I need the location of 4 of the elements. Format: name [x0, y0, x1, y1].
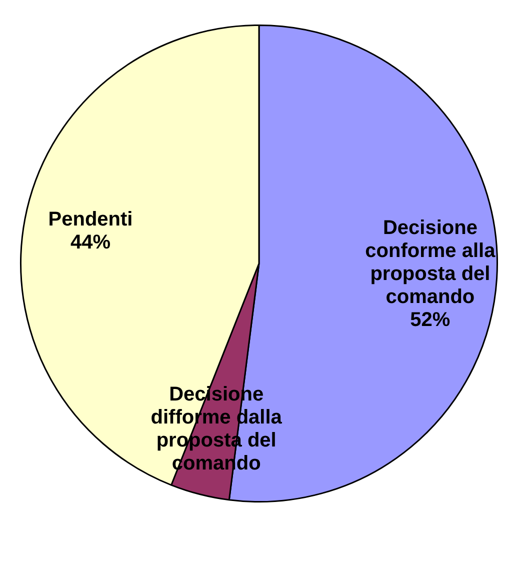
slice-label: Pendenti: [48, 208, 133, 230]
data-label: 52%: [410, 308, 450, 331]
data-label: 44%: [70, 231, 111, 254]
slice-label: Decisione conforme alla proposta del comando: [365, 216, 496, 308]
